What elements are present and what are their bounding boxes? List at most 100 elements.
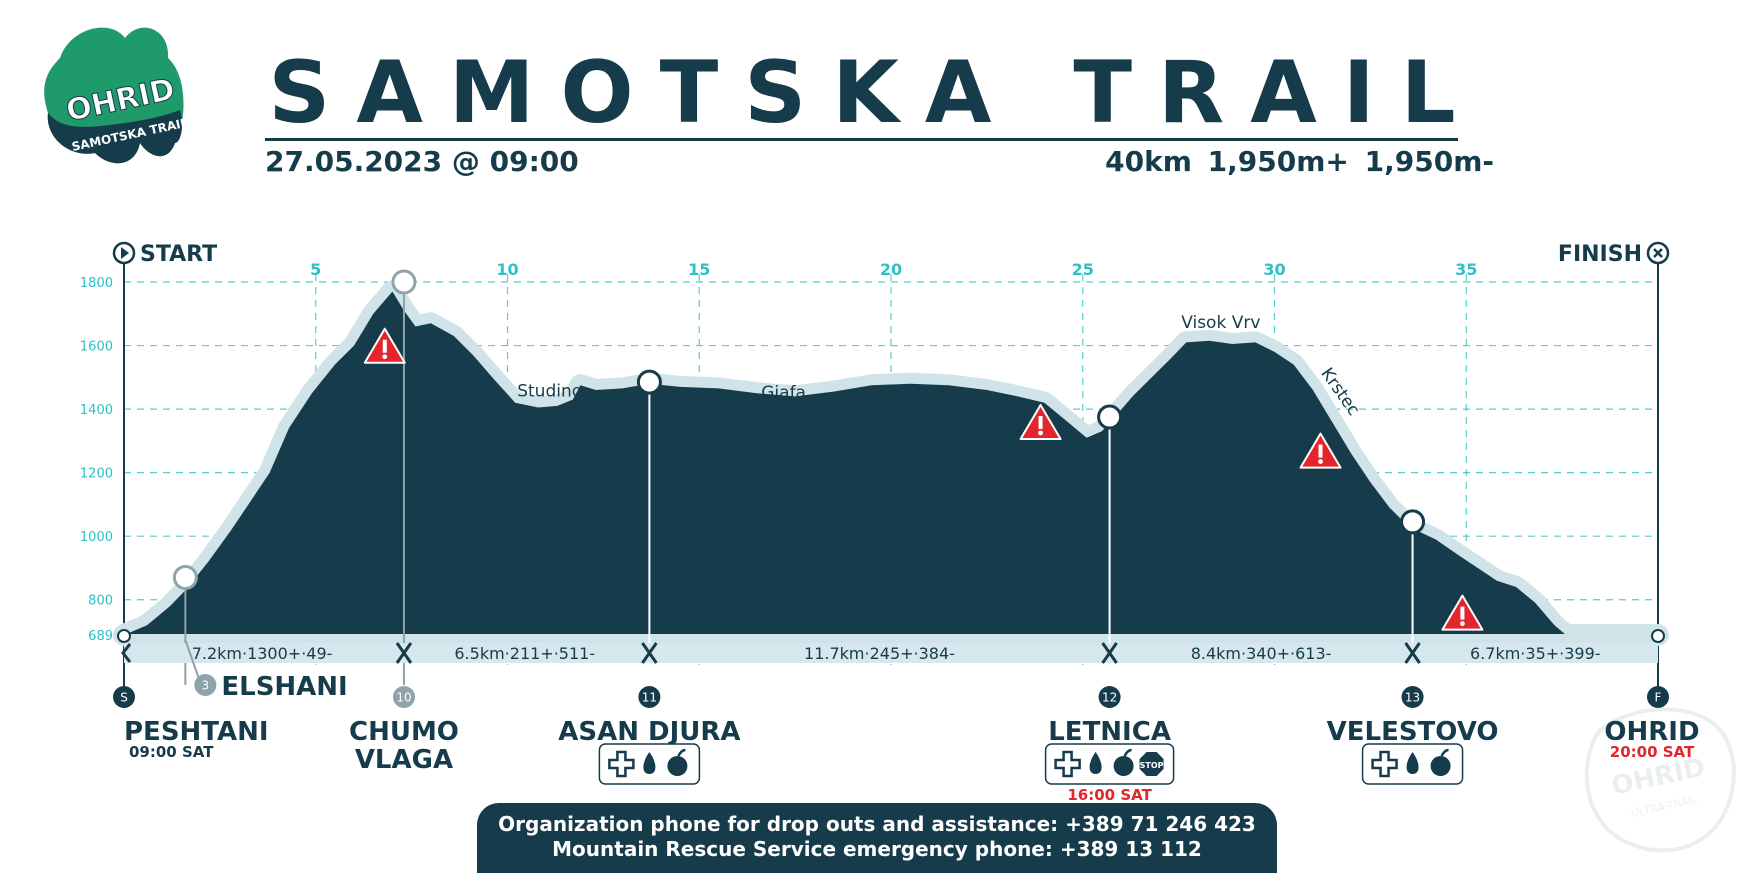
apple-stem bbox=[1440, 748, 1449, 757]
station-time: 16:00 SAT bbox=[1067, 786, 1152, 804]
station: 11 ASAN DJURA bbox=[558, 686, 741, 785]
station-name: LETNICA bbox=[1048, 717, 1171, 747]
waypoint-marker bbox=[1097, 404, 1123, 430]
place-label: Gjafa bbox=[761, 383, 806, 403]
waypoint-marker bbox=[172, 564, 198, 590]
waypoint-marker bbox=[636, 369, 662, 395]
finish-marker: FINISH bbox=[1558, 241, 1670, 267]
station-badge bbox=[1401, 686, 1424, 708]
apple-icon bbox=[1113, 756, 1134, 776]
segment-divider-icon bbox=[1101, 642, 1118, 664]
emergency-phones-box: Organization phone for drop outs and ass… bbox=[477, 803, 1277, 873]
y-tick-label: 1200 bbox=[80, 467, 113, 482]
segment-divider-icon bbox=[395, 642, 413, 664]
warning-bang bbox=[1318, 444, 1323, 458]
station-name: OHRID bbox=[1604, 717, 1699, 747]
station-badge-text: 3 bbox=[202, 679, 210, 693]
warning-bang bbox=[1460, 606, 1465, 620]
station-time: 20:00 SAT bbox=[1610, 743, 1695, 761]
station-badge bbox=[1647, 686, 1669, 708]
segment-divider-icon bbox=[641, 642, 658, 664]
segment-label: 6.7km·35+·399- bbox=[1470, 644, 1601, 663]
segment-label: 7.2km·1300+·49- bbox=[192, 644, 333, 663]
warning-icon bbox=[363, 327, 406, 364]
water-drop-icon bbox=[643, 752, 656, 774]
station-name: VELESTOVO bbox=[1327, 717, 1499, 747]
station-badge bbox=[392, 686, 415, 708]
stop-sign-icon bbox=[1139, 752, 1164, 776]
x-tick-label: 20 bbox=[880, 260, 902, 279]
x-tick-label: 35 bbox=[1455, 260, 1477, 279]
page-title: SAMOTSKA TRAIL bbox=[268, 43, 1482, 143]
x-tick-label: 10 bbox=[496, 260, 518, 279]
segment-start-chevron bbox=[121, 643, 132, 663]
segment-label: 11.7km·245+·384- bbox=[804, 644, 955, 663]
station: 12 LETNICA 16:00 SAT STOP bbox=[1044, 686, 1175, 804]
station-name: ELSHANI bbox=[221, 672, 347, 702]
apple-stem bbox=[1123, 748, 1132, 757]
warning-dot bbox=[382, 354, 388, 360]
station-badge bbox=[1098, 686, 1121, 708]
warning-dot bbox=[1318, 459, 1323, 464]
station-leader bbox=[184, 639, 201, 681]
segment-band bbox=[124, 643, 1658, 663]
station-name: PESHTANI bbox=[124, 717, 269, 747]
x-tick-label: 25 bbox=[1072, 260, 1094, 279]
chart-axis-ticks: 689 800 1000 1200 1400 1600 1800 5 10 15 20 25 30 35 S… bbox=[80, 241, 1670, 644]
warning-markers bbox=[363, 327, 1484, 631]
waypoint-marker bbox=[1400, 509, 1426, 535]
station-name: VLAGA bbox=[355, 745, 453, 775]
segment-divider-icon bbox=[1404, 642, 1421, 664]
warning-bang bbox=[382, 339, 387, 353]
finish-flag-icon-cross bbox=[1653, 248, 1663, 258]
x-tick-label: 5 bbox=[310, 260, 321, 279]
stop-sign-text: STOP bbox=[1140, 761, 1164, 770]
station-time: 09:00 SAT bbox=[129, 743, 214, 761]
services-box bbox=[1044, 743, 1175, 785]
watermark-shape bbox=[1584, 707, 1736, 853]
segment-label: 6.5km·211+·511- bbox=[454, 644, 595, 663]
station-badge-text: 12 bbox=[1102, 691, 1117, 705]
station-badge-text: 13 bbox=[1405, 691, 1420, 705]
y-tick-label: 1400 bbox=[80, 403, 113, 418]
station-badge bbox=[194, 674, 217, 696]
finish-point bbox=[1651, 629, 1665, 643]
warning-icon bbox=[1019, 403, 1062, 440]
warning-icon bbox=[1299, 432, 1342, 469]
y-tick-label: 689 bbox=[88, 629, 113, 644]
medical-cross-icon bbox=[1054, 750, 1081, 778]
warning-dot bbox=[1038, 430, 1043, 436]
station-badge bbox=[638, 686, 661, 708]
station-badge-text: 11 bbox=[642, 691, 657, 705]
organization-phone: Organization phone for drop outs and ass… bbox=[498, 812, 1256, 836]
medical-cross-icon bbox=[608, 750, 635, 778]
apple-stem bbox=[677, 748, 686, 757]
station-badge-text: S bbox=[120, 691, 128, 705]
waypoint-marker bbox=[391, 269, 417, 295]
warning-icon bbox=[1441, 594, 1484, 631]
x-tick-label: 30 bbox=[1263, 260, 1285, 279]
x-tick-label: 15 bbox=[688, 260, 710, 279]
waypoint-lines bbox=[172, 269, 1426, 685]
station-badge-text: 10 bbox=[396, 691, 411, 705]
station: 13 VELESTOVO bbox=[1327, 686, 1499, 785]
y-tick-label: 1800 bbox=[80, 276, 113, 291]
apple-icon bbox=[667, 756, 688, 776]
play-icon-triangle bbox=[121, 247, 129, 259]
y-tick-label: 1600 bbox=[80, 340, 113, 355]
segment-bar: 7.2km·1300+·49- 6.5km·211+·511- 11.7km·245… bbox=[121, 642, 1658, 664]
medical-cross-icon bbox=[1371, 750, 1398, 778]
water-drop-icon bbox=[1089, 752, 1102, 774]
watermark-subtext: ULTRA-TRAIL bbox=[1630, 793, 1700, 820]
station-name: ASAN DJURA bbox=[558, 717, 740, 747]
race-stats: 40km 1,950m+ 1,950m- bbox=[1105, 145, 1494, 178]
start-point bbox=[117, 629, 131, 643]
start-marker: START bbox=[112, 241, 217, 267]
elevation-fill bbox=[124, 291, 1658, 635]
y-tick-label: 1000 bbox=[80, 530, 113, 545]
